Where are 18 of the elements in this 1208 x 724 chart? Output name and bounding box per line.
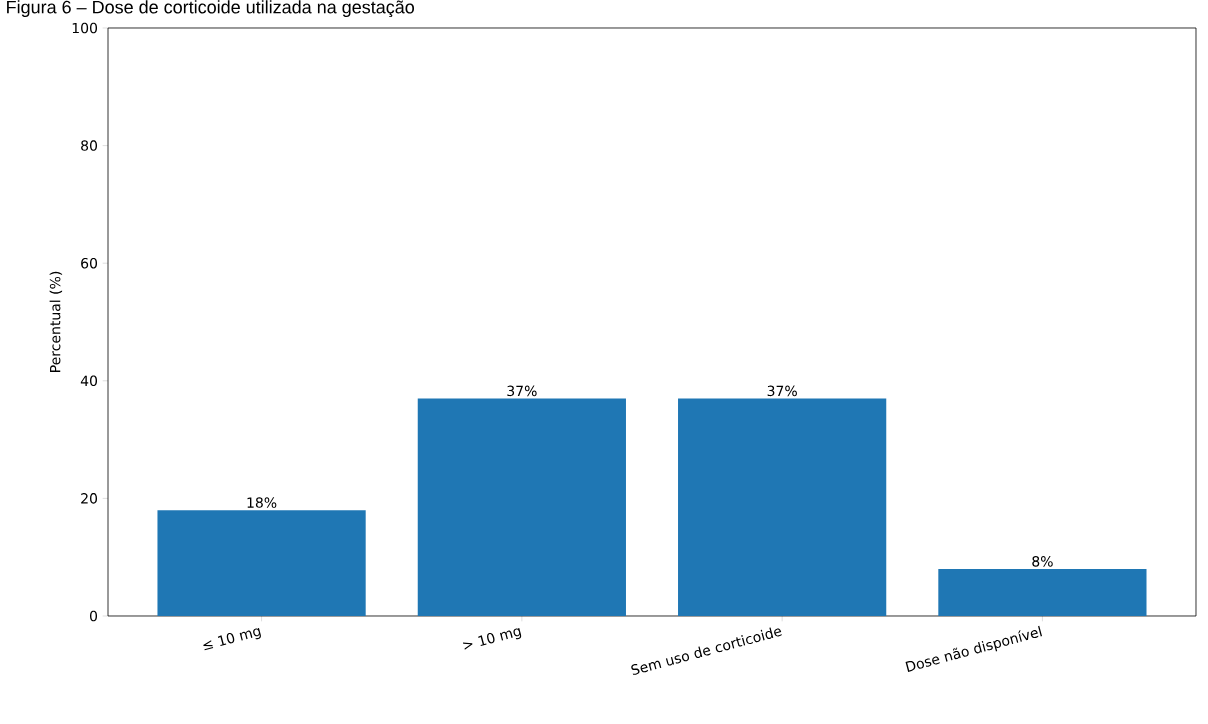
y-tick-label: 100 [72,22,98,34]
data-label: 8% [1032,556,1053,567]
chart-title: Figura 6 – Dose de corticoide utilizada na gestação [7,0,415,18]
x-tick-label: ≤ 10 mg [203,627,261,651]
bar [157,510,366,616]
y-axis-title: Percentual (%) [49,271,63,372]
y-tick-label: 20 [81,493,98,504]
bar [417,398,626,616]
data-label: 37% [767,385,797,397]
bar [678,398,887,616]
y-tick-label: 40 [80,375,98,387]
bar [938,568,1147,616]
x-tick-label: > 10 mg [462,627,522,650]
data-label: 18% [247,497,277,508]
y-tick-label: 80 [81,140,98,151]
y-tick-label: 0 [89,610,98,622]
data-label: 37% [507,385,537,397]
y-tick-label: 60 [81,257,98,269]
